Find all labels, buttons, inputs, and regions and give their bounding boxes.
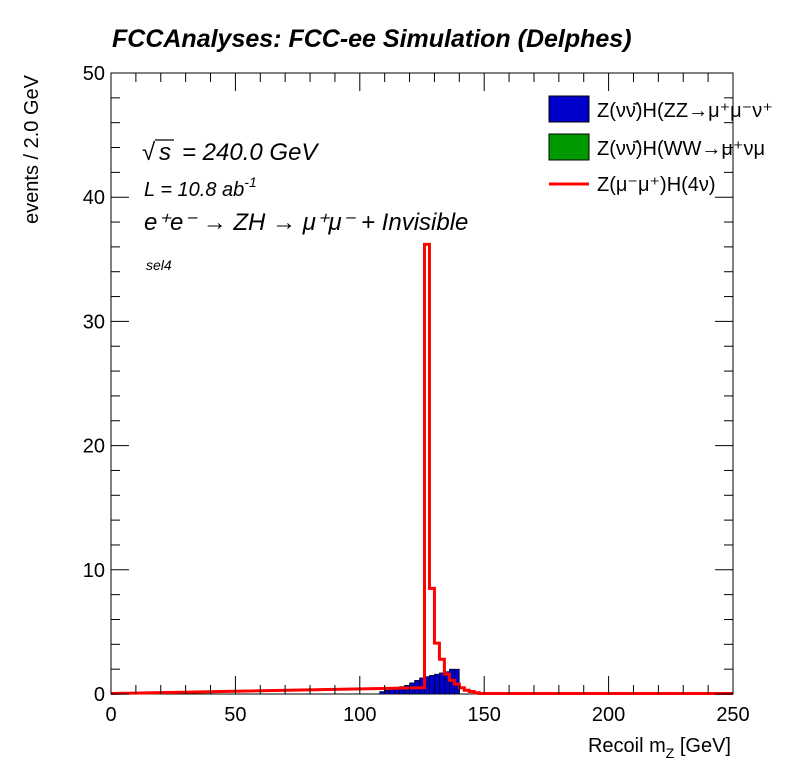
x-tick-label: 50 (224, 704, 246, 726)
y-tick-label: 30 (83, 311, 105, 333)
legend-swatch-zz (548, 95, 590, 123)
x-axis-label: Recoil mZ [GeV] (588, 735, 731, 761)
x-tick-label: 0 (105, 704, 116, 726)
zz-bar-12 (439, 672, 445, 695)
y-tick-label: 40 (83, 187, 105, 209)
y-tick-label: 50 (83, 63, 105, 85)
lumi-text: L = 10.8 ab-1 (144, 174, 257, 201)
sqrt-s-value: = 240.0 GeV (182, 139, 319, 166)
y-axis-label: events / 2.0 GeV (21, 74, 43, 224)
sqrt-symbol: √ (142, 139, 156, 166)
process-annotation: e⁺e⁻ → ZH → μ⁺μ⁻ + Invisible (144, 209, 468, 236)
y-tick-label: 10 (83, 560, 105, 582)
luminosity-annotation: L = 10.8 ab-1 (144, 174, 257, 201)
signal-step-line (110, 242, 733, 695)
x-tick-label: 200 (592, 704, 625, 726)
lumi-prefix: L = 10.8 ab (144, 179, 244, 201)
x-axis-label-unit: [GeV] (674, 735, 731, 757)
legend-label-signal: Z(μ⁻μ⁺)H(4ν) (597, 174, 716, 196)
axis-tick-labels: 0 50 100 150 200 250 0 10 20 30 40 50 (83, 63, 750, 726)
selection-annotation: sel4 (146, 257, 172, 273)
zz-bar-0 (379, 691, 385, 695)
signal-series (110, 242, 733, 695)
x-tick-label: 100 (343, 704, 376, 726)
chart-title: FCCAnalyses: FCC-ee Simulation (Delphes) (112, 25, 632, 53)
legend-label-zz: Z(νν̄)H(ZZ→μ⁺μ⁻ν⁺ (597, 100, 773, 122)
y-tick-label: 20 (83, 436, 105, 458)
axis-ticks (110, 72, 734, 695)
x-tick-label: 150 (468, 704, 501, 726)
legend-swatch-ww (548, 133, 590, 161)
x-tick-label: 250 (716, 704, 749, 726)
lumi-exponent: -1 (244, 174, 256, 190)
plot-frame (110, 72, 734, 695)
legend: Z(νν̄)H(ZZ→μ⁺μ⁻ν⁺ Z(νν̄)H(WW→μ⁺νμ Z(μ⁻μ⁺… (548, 95, 773, 196)
legend-label-ww: Z(νν̄)H(WW→μ⁺νμ (597, 138, 765, 160)
zz-bar-1 (384, 689, 390, 695)
x-axis-label-main: Recoil m (588, 735, 666, 757)
sqrt-s-letter: s (159, 139, 171, 166)
y-tick-label: 0 (94, 684, 105, 706)
x-axis-label-sub: Z (666, 745, 675, 761)
zz-bar-10 (429, 675, 435, 695)
zz-bar-11 (434, 673, 440, 695)
sqrt-s-annotation: √ s = 240.0 GeV (142, 139, 319, 166)
plot-area (110, 72, 734, 695)
